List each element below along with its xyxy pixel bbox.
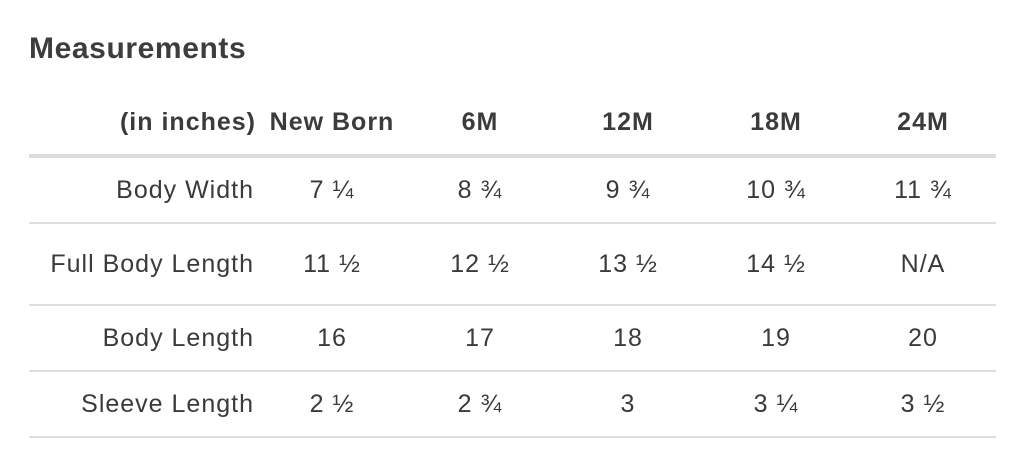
row-label: Full Body Length — [29, 223, 258, 306]
table-cell: 2 ½ — [258, 371, 406, 438]
row-label: Body Length — [29, 305, 258, 372]
column-header-12m: 12M — [554, 90, 702, 158]
table-row: Sleeve Length 2 ½ 2 ¾ 3 3 ¼ 3 ½ — [29, 371, 996, 438]
table-cell: 19 — [702, 305, 850, 372]
table-cell: 3 — [554, 371, 702, 438]
column-header-18m: 18M — [702, 90, 850, 158]
table-cell: 10 ¾ — [702, 156, 850, 224]
table-cell: 18 — [554, 305, 702, 372]
table-cell: 13 ½ — [554, 223, 702, 306]
table-cell: 9 ¾ — [554, 156, 702, 224]
table-row: Body Width 7 ¼ 8 ¾ 9 ¾ 10 ¾ 11 ¾ — [29, 156, 996, 224]
table-row: Full Body Length 11 ½ 12 ½ 13 ½ 14 ½ N/A — [29, 223, 996, 306]
table-cell: 12 ½ — [406, 223, 554, 306]
column-header-6m: 6M — [406, 90, 554, 158]
table-cell: 11 ½ — [258, 223, 406, 306]
measurements-table: (in inches) New Born 6M 12M 18M 24M Body… — [29, 90, 996, 438]
column-header-newborn: New Born — [258, 90, 406, 158]
table-cell: 20 — [850, 305, 996, 372]
table-cell: 3 ¼ — [702, 371, 850, 438]
table-cell: 11 ¾ — [850, 156, 996, 224]
table-row: Body Length 16 17 18 19 20 — [29, 305, 996, 372]
table-cell: 14 ½ — [702, 223, 850, 306]
row-label: Body Width — [29, 156, 258, 224]
table-cell: N/A — [850, 223, 996, 306]
table-cell: 16 — [258, 305, 406, 372]
table-cell: 7 ¼ — [258, 156, 406, 224]
row-label: Sleeve Length — [29, 371, 258, 438]
table-cell: 3 ½ — [850, 371, 996, 438]
table-cell: 17 — [406, 305, 554, 372]
table-header-row: (in inches) New Born 6M 12M 18M 24M — [29, 90, 996, 158]
unit-header: (in inches) — [29, 90, 258, 158]
table-cell: 2 ¾ — [406, 371, 554, 438]
section-title: Measurements — [29, 32, 247, 65]
table-cell: 8 ¾ — [406, 156, 554, 224]
column-header-24m: 24M — [850, 90, 996, 158]
